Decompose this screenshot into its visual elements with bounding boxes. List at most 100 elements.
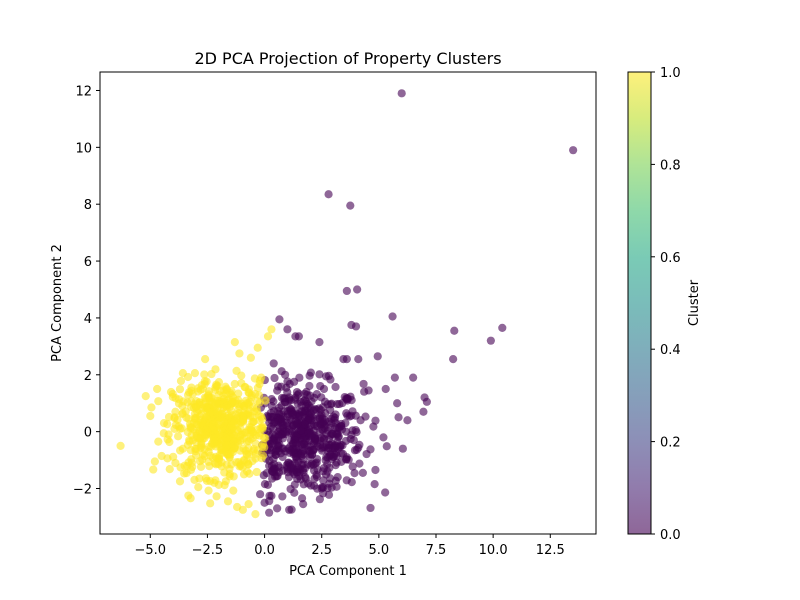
y-tick-label: 8 <box>84 198 92 213</box>
x-tick-label: −5.0 <box>134 543 166 558</box>
data-point <box>200 370 209 379</box>
data-point <box>238 463 247 472</box>
colorbar-tick-label: 0.2 <box>660 436 681 451</box>
data-point <box>409 373 418 382</box>
data-point <box>116 441 125 450</box>
data-point <box>249 417 258 427</box>
colorbar-gradient <box>628 72 651 534</box>
colorbar-label: Cluster <box>687 279 702 326</box>
data-point <box>360 387 369 396</box>
data-point <box>244 500 253 509</box>
data-point <box>250 374 259 383</box>
data-point <box>366 445 375 454</box>
data-point <box>305 381 314 391</box>
data-point <box>393 399 402 408</box>
data-point <box>194 482 203 492</box>
data-point <box>230 337 239 347</box>
data-point <box>175 477 185 486</box>
y-tick-label: −2 <box>73 483 92 498</box>
data-point <box>350 469 359 478</box>
data-point <box>185 437 194 446</box>
data-point <box>306 461 315 470</box>
data-point <box>359 379 368 389</box>
x-axis: −5.0 −2.5 0.0 2.5 5.0 7.5 10.0 12.5 <box>134 534 565 558</box>
data-point <box>261 396 270 405</box>
data-point <box>325 463 334 472</box>
data-point <box>163 420 172 429</box>
data-point <box>223 497 233 506</box>
data-point <box>224 411 233 420</box>
data-point <box>244 388 253 397</box>
data-point <box>275 315 284 324</box>
data-point <box>299 500 308 509</box>
data-point <box>312 390 321 399</box>
data-point <box>230 443 240 452</box>
y-tick-label: 6 <box>84 255 92 270</box>
x-tick-label: 2.5 <box>311 543 332 558</box>
colorbar-tick-label: 0.4 <box>660 343 681 358</box>
data-point <box>211 385 220 394</box>
data-point <box>212 492 221 501</box>
data-point <box>319 483 328 492</box>
data-point <box>278 434 288 443</box>
data-point <box>246 430 255 439</box>
data-point <box>232 458 241 467</box>
data-point <box>397 89 406 98</box>
data-point <box>260 480 270 489</box>
data-point <box>301 472 310 482</box>
data-point <box>169 452 178 461</box>
data-point <box>204 486 213 495</box>
data-point <box>346 201 355 210</box>
data-point <box>273 471 282 481</box>
data-point <box>201 355 210 364</box>
data-point <box>255 428 264 438</box>
data-point <box>403 416 412 425</box>
data-point <box>330 444 340 453</box>
data-point <box>251 509 260 519</box>
colorbar-tick-label: 0.0 <box>660 528 681 543</box>
data-point <box>234 399 243 409</box>
data-point <box>316 381 325 391</box>
data-point <box>294 332 303 341</box>
data-point <box>342 286 351 296</box>
data-point <box>150 457 159 466</box>
data-point <box>190 369 200 378</box>
data-point <box>256 490 265 499</box>
data-point <box>263 332 273 341</box>
data-point <box>274 446 283 456</box>
data-point <box>238 505 247 514</box>
data-point <box>284 472 294 482</box>
data-point <box>379 433 388 442</box>
data-point <box>268 466 277 475</box>
data-point <box>304 429 313 438</box>
data-point <box>217 458 226 467</box>
data-point <box>270 418 280 427</box>
data-point <box>309 420 319 429</box>
data-point <box>352 428 361 437</box>
data-point <box>394 413 403 422</box>
data-point <box>187 431 196 440</box>
data-point <box>224 450 233 459</box>
data-point <box>286 436 296 445</box>
data-point <box>366 503 375 513</box>
data-point <box>159 429 168 438</box>
data-point <box>269 359 278 368</box>
data-point <box>315 495 324 504</box>
data-point <box>350 446 360 455</box>
data-point <box>187 397 196 406</box>
data-point <box>315 337 324 347</box>
data-point <box>229 472 238 481</box>
data-point <box>163 435 172 444</box>
data-point <box>370 480 379 489</box>
data-point <box>305 442 314 452</box>
data-point <box>176 376 186 386</box>
data-point <box>201 474 211 483</box>
data-point <box>237 371 246 380</box>
data-point <box>326 375 335 384</box>
data-point <box>242 437 251 446</box>
data-point <box>279 412 288 421</box>
data-point <box>198 450 208 459</box>
data-point <box>486 336 495 345</box>
data-point <box>252 407 262 416</box>
